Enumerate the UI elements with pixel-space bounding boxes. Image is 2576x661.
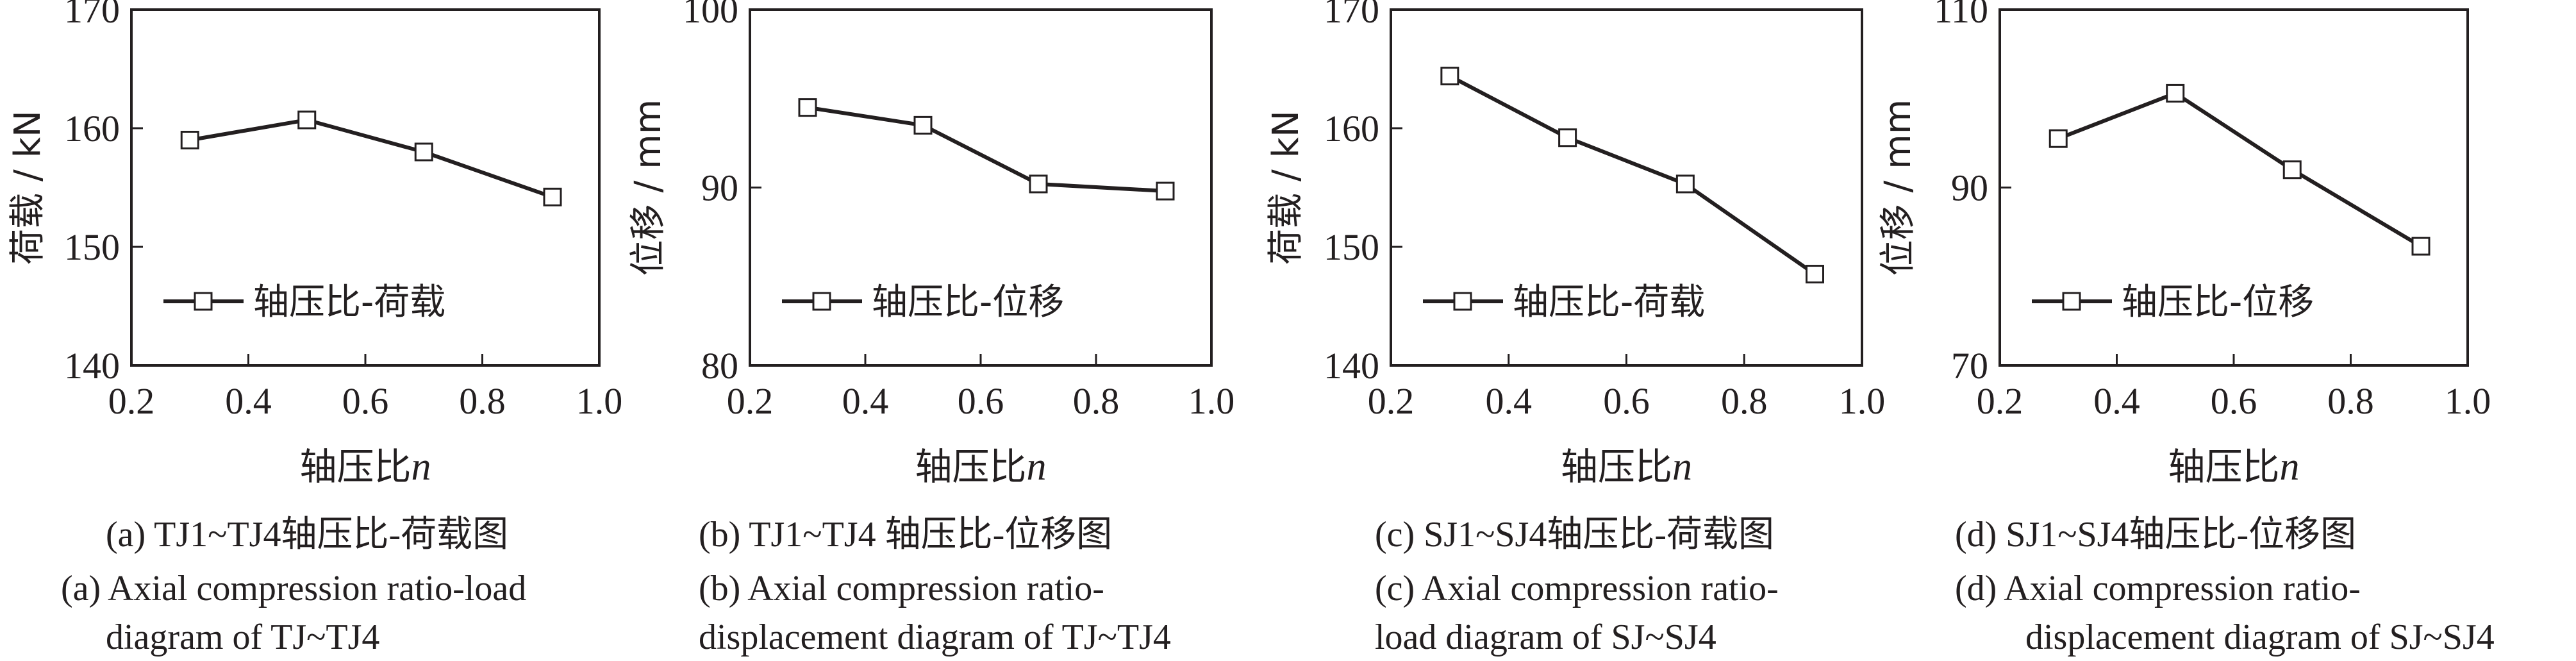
chart-panel-b: 0.2 0.4 0.6 0.8 1.0 80 90 100 位移 / mm 轴压比n 轴压比-位移 (… <box>627 0 1234 657</box>
data-point-marker <box>1675 174 1695 194</box>
legend-marker <box>812 292 831 311</box>
x-axis-label-text: 轴压比 <box>1561 445 1672 489</box>
x-axis-label-text: 轴压比 <box>2168 445 2279 489</box>
x-tick-label: 0.2 <box>1977 380 2023 422</box>
y-tick-label: 100 <box>683 0 738 31</box>
series-line <box>807 105 1166 194</box>
data-point-marker <box>798 98 817 117</box>
y-tick-label: 140 <box>1324 345 1379 387</box>
x-axis-label-variable: n <box>411 445 431 489</box>
legend-marker <box>1453 292 1472 311</box>
y-tick-label: 150 <box>1324 226 1379 268</box>
caption-english-line-1: (b) Axial compression ratio- <box>699 569 1104 608</box>
y-axis-label: 位移 / mm <box>1877 99 1919 276</box>
x-tick-label: 1.0 <box>1188 380 1235 422</box>
y-tick-label: 80 <box>701 345 738 387</box>
caption-chinese: (a) TJ1~TJ4轴压比-荷载图 <box>106 515 508 555</box>
x-axis-label: 轴压比n <box>2168 445 2299 489</box>
legend-label: 轴压比-荷载 <box>253 281 445 323</box>
x-tick-label: 0.4 <box>1486 380 1533 422</box>
y-axis-label: 荷载 / kN <box>7 110 49 265</box>
data-point-marker <box>913 115 933 135</box>
legend-label: 轴压比-荷载 <box>1513 281 1705 323</box>
x-axis-label-text: 轴压比 <box>299 445 411 489</box>
x-tick-label: 0.2 <box>1368 380 1415 422</box>
data-point-marker <box>2048 129 2068 148</box>
caption-chinese: (b) TJ1~TJ4 轴压比-位移图 <box>699 515 1112 555</box>
y-axis-label: 荷载 / kN <box>1265 110 1307 265</box>
chart-panel-d: 0.2 0.4 0.6 0.8 1.0 70 90 110 位移 / mm 轴压比n 轴压比-位移 (… <box>1877 0 2495 657</box>
x-tick-label: 0.8 <box>1721 380 1768 422</box>
x-axis-label: 轴压比n <box>915 445 1046 489</box>
legend-label: 轴压比-位移 <box>872 281 1064 323</box>
caption-chinese: (c) SJ1~SJ4轴压比-荷载图 <box>1375 515 1774 555</box>
legend-marker <box>2062 292 2081 311</box>
x-axis-label: 轴压比n <box>299 445 431 489</box>
y-tick-label: 170 <box>1324 0 1379 31</box>
x-tick-label: 0.6 <box>958 380 1004 422</box>
data-point-marker <box>1806 265 1824 284</box>
x-axis-label-variable: n <box>1027 445 1047 489</box>
x-tick-label: 0.2 <box>108 380 155 422</box>
data-point-marker <box>2166 83 2185 103</box>
caption-english-line-2: load diagram of SJ~SJ4 <box>1375 617 1716 657</box>
x-axis-label-text: 轴压比 <box>915 445 1026 489</box>
caption-english-line-1: (c) Axial compression ratio- <box>1375 569 1779 608</box>
y-tick-label: 90 <box>701 167 738 209</box>
y-tick-label: 70 <box>1951 345 1988 387</box>
y-tick-label: 160 <box>1324 108 1379 149</box>
caption-english-line-1: (a) Axial compression ratio-load <box>61 569 526 608</box>
x-tick-label: 0.8 <box>2327 380 2374 422</box>
series-line <box>189 117 553 199</box>
data-point-marker <box>1156 181 1175 201</box>
x-tick-label: 1.0 <box>2445 380 2491 422</box>
data-point-marker <box>414 142 433 162</box>
x-tick-label: 0.4 <box>225 380 272 422</box>
data-point-marker <box>2282 160 2302 180</box>
x-axis-label: 轴压比n <box>1561 445 1692 489</box>
x-axis-label-variable: n <box>1672 445 1692 489</box>
caption-english-line-1: (d) Axial compression ratio- <box>1955 569 2361 608</box>
x-tick-label: 0.8 <box>459 380 506 422</box>
data-point-marker <box>1029 174 1048 194</box>
caption-english-line-2: displacement diagram of TJ~TJ4 <box>699 617 1171 657</box>
data-point-marker <box>297 110 317 130</box>
x-axis-label-variable: n <box>2280 445 2300 489</box>
caption-english-line-2: displacement diagram of SJ~SJ4 <box>2025 617 2495 657</box>
y-tick-label: 160 <box>64 108 120 149</box>
y-tick-label: 90 <box>1951 167 1988 209</box>
series-line <box>2057 91 2422 248</box>
x-tick-label: 0.8 <box>1073 380 1120 422</box>
x-tick-label: 0.2 <box>727 380 774 422</box>
x-tick-label: 0.6 <box>2211 380 2257 422</box>
data-point-marker <box>2411 237 2431 256</box>
data-point-marker <box>1558 128 1577 147</box>
legend-marker <box>194 292 213 311</box>
x-tick-label: 0.6 <box>342 380 389 422</box>
y-axis-label: 位移 / mm <box>627 99 669 276</box>
x-tick-label: 1.0 <box>1839 380 1886 422</box>
y-tick-label: 170 <box>64 0 120 31</box>
y-tick-label: 140 <box>64 345 120 387</box>
caption-chinese: (d) SJ1~SJ4轴压比-位移图 <box>1955 515 2356 555</box>
x-tick-label: 0.6 <box>1603 380 1650 422</box>
data-point-marker <box>1440 67 1459 86</box>
x-tick-label: 0.4 <box>842 380 889 422</box>
caption-english-line-2: diagram of TJ~TJ4 <box>106 617 379 657</box>
legend-label: 轴压比-位移 <box>2122 281 2314 323</box>
x-tick-label: 0.4 <box>2093 380 2140 422</box>
data-point-marker <box>543 187 562 206</box>
y-tick-label: 110 <box>1934 0 1988 31</box>
x-tick-label: 1.0 <box>576 380 623 422</box>
series-line <box>1449 74 1816 276</box>
y-tick-label: 150 <box>64 226 120 268</box>
data-point-marker <box>180 131 199 149</box>
